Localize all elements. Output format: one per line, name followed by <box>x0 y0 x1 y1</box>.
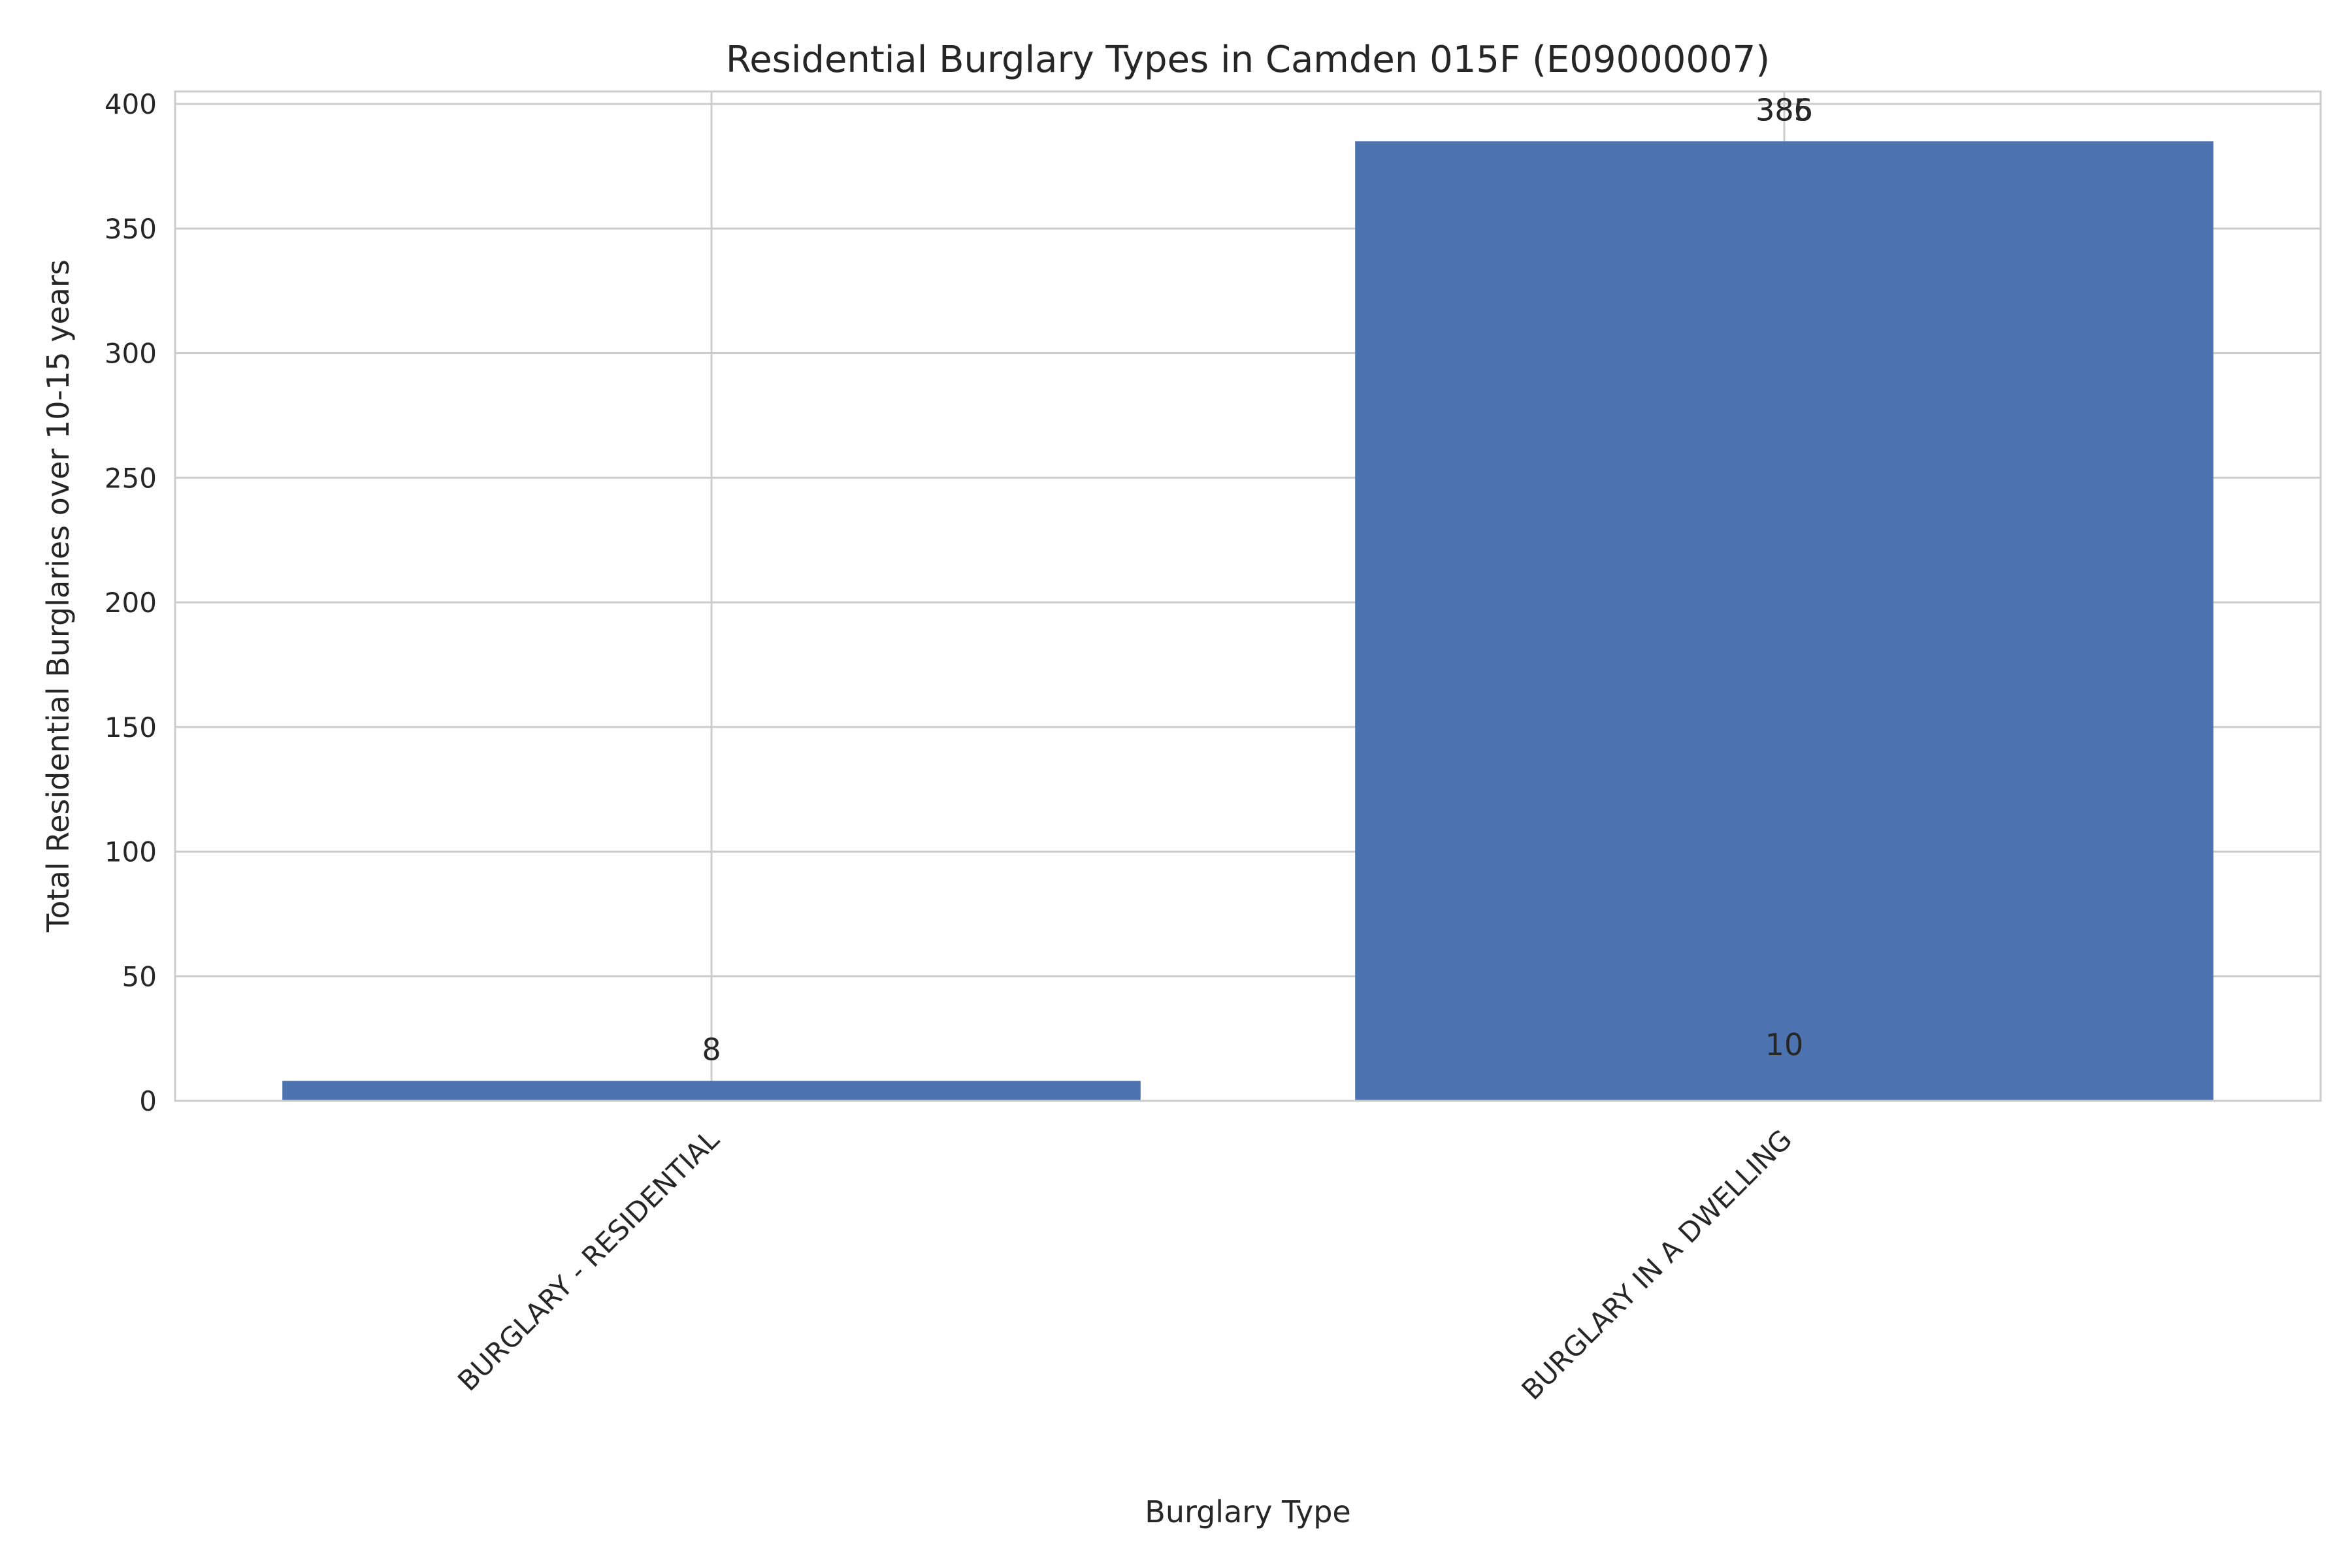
data-label: 386 <box>1756 92 1813 127</box>
data-label: 8 <box>702 1032 721 1067</box>
x-tick-label: BURGLARY IN A DWELLING <box>1516 1123 1799 1406</box>
bar <box>1355 141 2213 1102</box>
data-label: 385 <box>1756 92 1813 127</box>
bars <box>282 141 2213 1102</box>
y-tick-label: 350 <box>105 213 157 245</box>
y-axis-ticks: 0 50 100 150 200 250 300 350 400 <box>105 88 157 1117</box>
y-tick-label: 250 <box>105 462 157 494</box>
bar <box>282 1081 1141 1101</box>
x-axis-label: Burglary Type <box>1145 1494 1350 1529</box>
x-tick-label: BURGLARY - RESIDENTIAL <box>451 1123 725 1397</box>
x-axis-ticks: BURGLARY - RESIDENTIAL BURGLARY IN A DWEL… <box>451 1123 1798 1406</box>
y-tick-label: 50 <box>122 960 157 992</box>
y-tick-label: 400 <box>105 88 157 120</box>
y-tick-label: 150 <box>105 711 157 743</box>
y-tick-label: 100 <box>105 836 157 868</box>
chart-title: Residential Burglary Types in Camden 015… <box>726 39 1770 81</box>
y-tick-label: 0 <box>139 1085 157 1117</box>
y-axis-label: Total Residential Burglaries over 10-15 … <box>41 259 76 933</box>
plot-frame <box>174 90 2322 1102</box>
data-label: 10 <box>1765 1027 1804 1062</box>
y-tick-label: 200 <box>105 587 157 619</box>
y-tick-label: 300 <box>105 338 157 370</box>
